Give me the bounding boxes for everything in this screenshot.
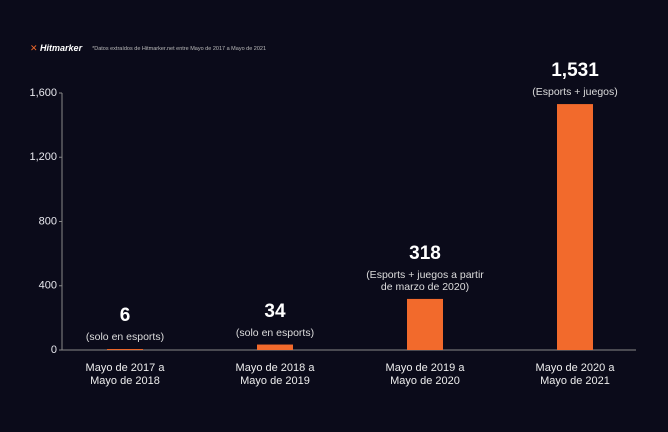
header: Hitmarker *Datos extraídos de Hitmarker.… — [30, 43, 266, 54]
y-tick-label: 0 — [51, 344, 57, 356]
bar-note: (solo en esports) — [85, 331, 165, 344]
y-tick-label: 400 — [39, 280, 57, 292]
bar — [557, 104, 593, 350]
bar-note: (solo en esports) — [235, 326, 315, 339]
y-tick-label: 1,200 — [29, 151, 57, 163]
x-tick-label: Mayo de 2018 a Mayo de 2019 — [235, 362, 315, 387]
y-tick-label: 800 — [39, 215, 57, 227]
bar-note: (Esports + juegos a partir de marzo de 2… — [366, 268, 484, 293]
bar-note: (Esports + juegos) — [532, 86, 618, 99]
bar — [107, 349, 143, 350]
bar — [407, 298, 443, 350]
x-tick-label: Mayo de 2019 a Mayo de 2020 — [385, 362, 465, 387]
x-tick-label: Mayo de 2017 a Mayo de 2018 — [85, 362, 165, 387]
value-label: 34 — [264, 300, 286, 322]
source-note: *Datos extraídos de Hitmarker.net entre … — [92, 45, 267, 52]
bar-annotation: 34 (solo en esports) — [200, 301, 350, 339]
y-tick-label: 1,600 — [29, 87, 57, 99]
value-label: 6 — [119, 305, 131, 327]
x-tick-label: Mayo de 2020 a Mayo de 2021 — [535, 362, 615, 387]
brand: Hitmarker — [30, 43, 82, 54]
bar — [257, 344, 293, 350]
value-label: 1,531 — [551, 60, 599, 82]
bar-annotation: 318 (Esports + juegos a partir de marzo d… — [350, 243, 500, 293]
value-label: 318 — [409, 242, 441, 264]
bar-annotation: 1,531 (Esports + juegos) — [500, 60, 650, 98]
bar-annotation: 6 (solo en esports) — [50, 305, 200, 343]
